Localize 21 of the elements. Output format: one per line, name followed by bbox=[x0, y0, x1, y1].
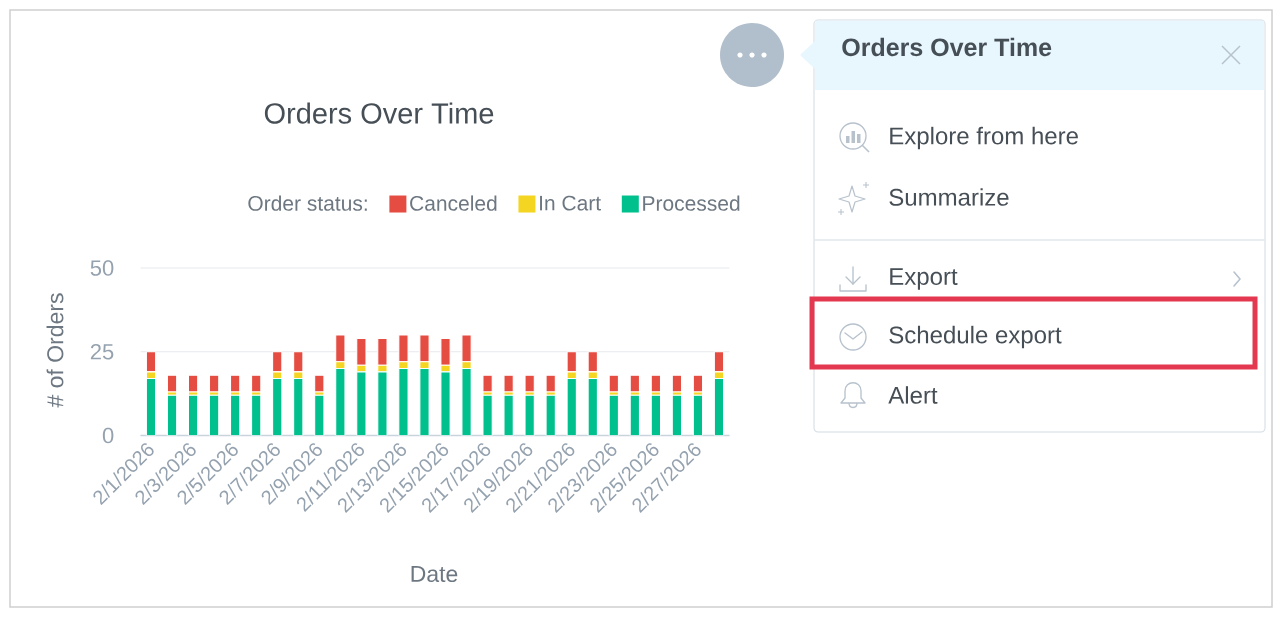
text: Orders Over Time bbox=[842, 37, 1052, 57]
legend-label: In Cart bbox=[540, 195, 601, 211]
text: Summarize bbox=[889, 188, 1009, 206]
text: Schedule export bbox=[889, 325, 1062, 349]
bar bbox=[482, 374, 493, 393]
legend-label: Canceled bbox=[410, 195, 497, 211]
text: Explore from here bbox=[890, 126, 1078, 150]
y-tick-label: 50 bbox=[90, 260, 114, 276]
legend-title: Order status: bbox=[248, 195, 367, 211]
bar bbox=[545, 374, 556, 393]
y-tick-label: 25 bbox=[90, 343, 114, 360]
x-axis-title: Date bbox=[411, 565, 458, 583]
chart-title: Orders Over Time bbox=[264, 102, 494, 124]
bar bbox=[314, 374, 325, 393]
text: Export bbox=[890, 268, 958, 290]
y-axis-title: # of Orders bbox=[46, 293, 64, 408]
text: Alert bbox=[888, 386, 938, 404]
legend-label: Processed bbox=[643, 195, 740, 211]
bar bbox=[503, 374, 514, 393]
y-tick-label: 0 bbox=[102, 427, 114, 444]
bar bbox=[524, 374, 535, 393]
